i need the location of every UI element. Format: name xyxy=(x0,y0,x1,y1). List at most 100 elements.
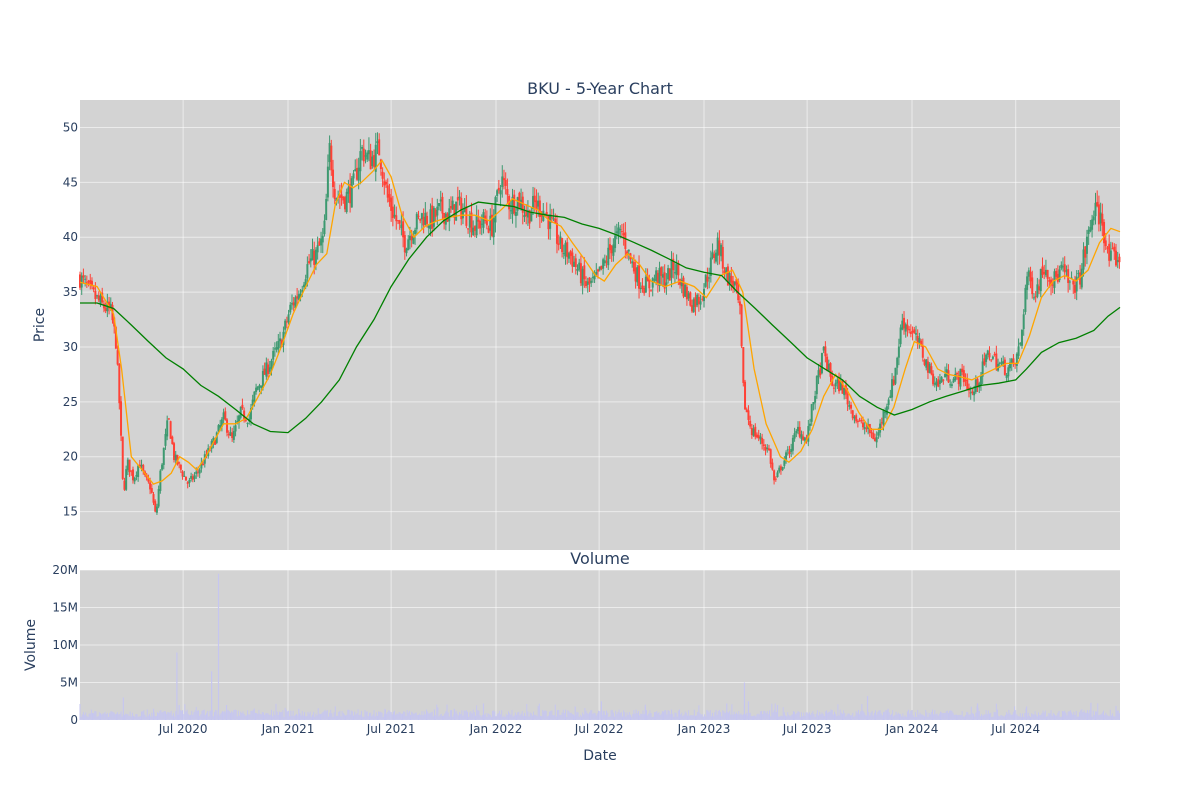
candle-body xyxy=(680,279,683,287)
candle-body xyxy=(101,292,104,303)
candle-body xyxy=(767,448,770,450)
candle-body xyxy=(562,253,565,255)
candle-body xyxy=(858,420,861,422)
date-x-tick-label: Jul 2020 xyxy=(158,722,208,736)
candle-body xyxy=(583,265,586,280)
candle-body xyxy=(935,381,938,386)
candle-body xyxy=(308,261,311,264)
candle-body xyxy=(973,391,976,396)
candle-body xyxy=(920,340,923,345)
candle-body xyxy=(482,212,485,228)
candle-body xyxy=(1099,212,1102,224)
candle-body xyxy=(740,304,743,347)
candle-body xyxy=(198,469,201,474)
candle-body xyxy=(800,434,803,439)
candle-body xyxy=(555,222,558,244)
candle-body xyxy=(913,329,916,334)
candle-body xyxy=(1010,359,1013,365)
candle-body xyxy=(675,264,678,275)
candle-body xyxy=(1111,248,1114,250)
price-y-tick-label: 25 xyxy=(63,395,78,409)
candle-body xyxy=(547,215,550,230)
candle-body xyxy=(1019,342,1022,345)
candle-body xyxy=(776,472,779,478)
candle-body xyxy=(848,404,851,407)
candle-body xyxy=(470,212,473,233)
candle-body xyxy=(791,437,794,451)
candle-body xyxy=(468,215,471,228)
volume-chart-title: Volume xyxy=(570,549,630,568)
candle-body xyxy=(1053,271,1056,288)
candle-body xyxy=(942,379,945,381)
candle-body xyxy=(631,261,634,264)
candle-body xyxy=(1070,277,1073,279)
candle-body xyxy=(154,501,157,512)
candle-body xyxy=(709,257,712,276)
candle-body xyxy=(696,294,699,306)
candle-body xyxy=(861,422,864,428)
candle-body xyxy=(1092,216,1095,221)
candle-body xyxy=(396,220,399,222)
candle-body xyxy=(610,246,613,254)
candle-body xyxy=(521,196,524,213)
candle-body xyxy=(451,200,454,210)
candle-body xyxy=(237,415,240,423)
candle-body xyxy=(985,354,988,362)
candle-body xyxy=(632,261,635,272)
candle-body xyxy=(1085,236,1088,254)
candle-body xyxy=(354,169,357,172)
candle-body xyxy=(747,410,750,420)
candle-body xyxy=(458,196,461,199)
candle-body xyxy=(834,382,837,387)
candle-body xyxy=(622,233,625,236)
candle-body xyxy=(496,190,499,196)
candle-body xyxy=(419,218,422,221)
candle-body xyxy=(651,278,654,288)
candle-body xyxy=(258,385,261,388)
candle-body xyxy=(181,471,184,477)
candle-body xyxy=(241,404,244,409)
candle-body xyxy=(880,422,883,424)
candle-body xyxy=(219,424,222,428)
candle-body xyxy=(1024,287,1027,312)
candle-body xyxy=(1063,264,1066,273)
candle-body xyxy=(367,150,370,155)
candle-body xyxy=(667,268,670,280)
candle-body xyxy=(364,155,367,157)
candle-body xyxy=(998,362,1001,364)
candle-body xyxy=(514,211,517,216)
candle-body xyxy=(453,204,456,218)
candle-body xyxy=(663,272,666,289)
candle-body xyxy=(899,327,902,345)
candle-body xyxy=(783,460,786,466)
price-chart-title: BKU - 5-Year Chart xyxy=(527,79,673,98)
candle-body xyxy=(995,353,998,370)
candle-body xyxy=(350,178,353,208)
candle-body xyxy=(349,184,352,204)
candle-body xyxy=(561,238,564,253)
candle-body xyxy=(969,392,972,394)
date-x-tick-label: Jul 2023 xyxy=(782,722,832,736)
candle-body xyxy=(400,224,403,229)
candle-body xyxy=(1002,361,1005,365)
candle-body xyxy=(287,314,290,323)
candle-body xyxy=(966,379,969,390)
candle-body xyxy=(600,265,603,269)
candle-body xyxy=(1118,256,1121,263)
candle-body xyxy=(803,437,806,441)
candle-body xyxy=(774,478,777,480)
candle-body xyxy=(477,219,480,222)
candle-body xyxy=(426,215,429,224)
candle-body xyxy=(925,359,928,368)
candle-body xyxy=(166,420,169,437)
candle-body xyxy=(590,280,593,283)
candle-body xyxy=(1017,346,1020,356)
candle-body xyxy=(155,506,158,513)
candle-body xyxy=(196,471,199,473)
candle-body xyxy=(1026,276,1029,290)
candle-body xyxy=(873,438,876,442)
volume-y-tick-label: 15M xyxy=(52,601,78,615)
candle-body xyxy=(639,287,642,290)
candle-body xyxy=(386,185,389,198)
candle-body xyxy=(950,384,953,386)
